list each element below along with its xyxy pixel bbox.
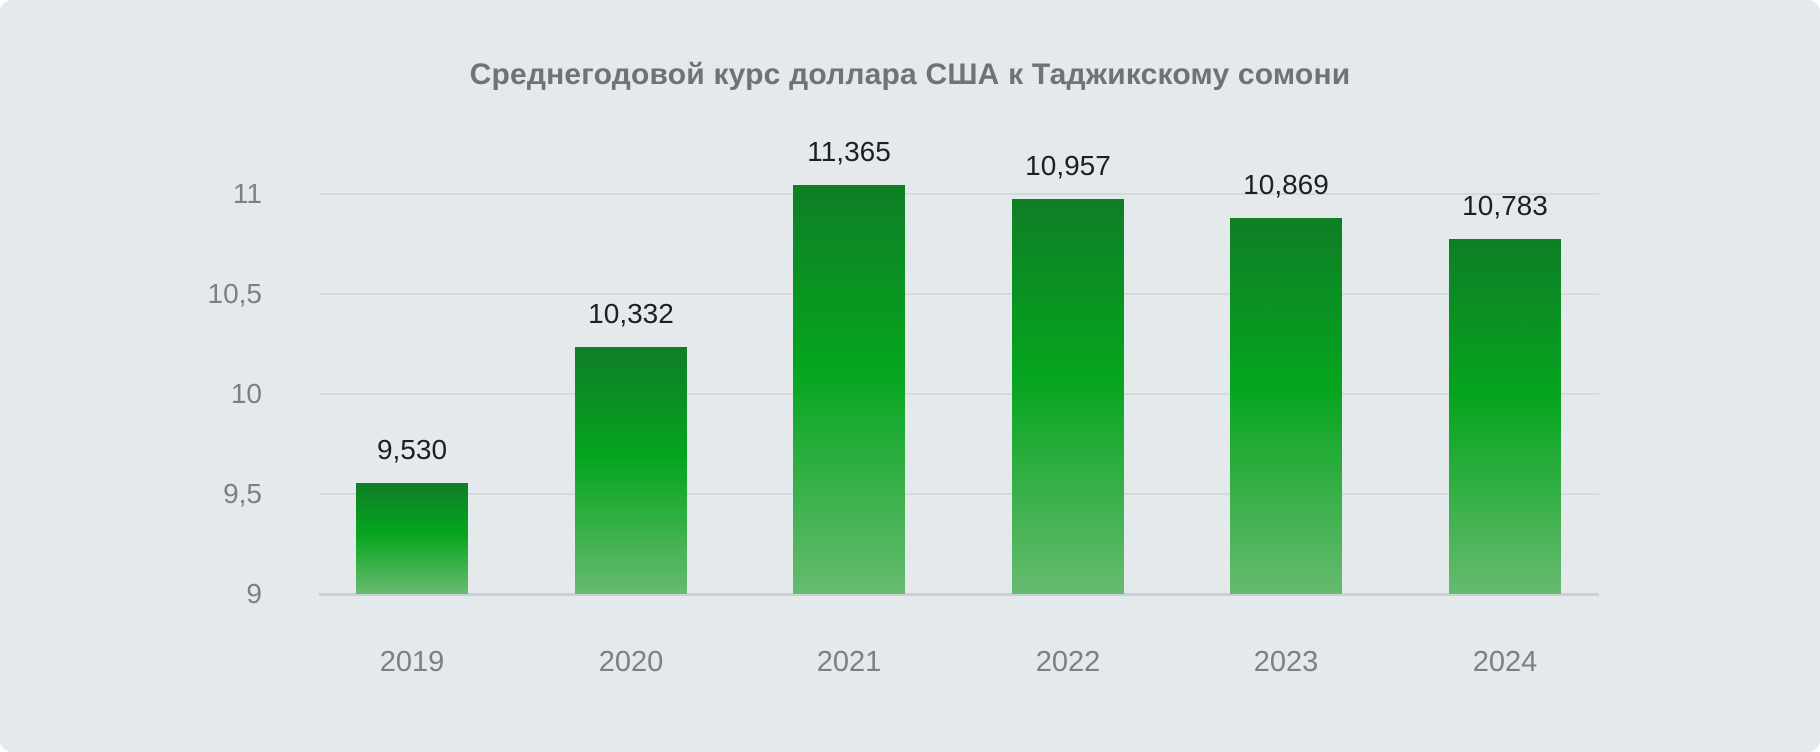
x-axis-label-2020: 2020 bbox=[598, 646, 664, 678]
bar-value-label-2022: 10,957 bbox=[1025, 150, 1111, 181]
x-axis-label-2022: 2022 bbox=[1035, 646, 1101, 678]
x-axis-label-2019: 2019 bbox=[379, 646, 445, 678]
y-axis-tick-label: 9,5 bbox=[223, 478, 262, 509]
x-axis-label-2024: 2024 bbox=[1472, 646, 1538, 678]
y-axis-tick-label: 10 bbox=[230, 378, 262, 409]
chart-title: Среднегодовой курс доллара США к Таджикс… bbox=[469, 58, 1351, 91]
x-axis-baseline bbox=[319, 593, 1599, 596]
x-axis-label-2023: 2023 bbox=[1253, 646, 1319, 678]
bar-2024 bbox=[1449, 239, 1561, 594]
bar-2019 bbox=[356, 483, 468, 594]
y-axis-tick-label: 10,5 bbox=[207, 278, 263, 309]
bar-2021 bbox=[793, 185, 905, 594]
bar-2020 bbox=[575, 347, 687, 594]
bar-2022 bbox=[1012, 199, 1124, 594]
bar-value-label-2024: 10,783 bbox=[1462, 190, 1548, 221]
bar-value-label-2020: 10,332 bbox=[588, 298, 674, 329]
gridline bbox=[319, 193, 1599, 195]
bar-value-label-2021: 11,365 bbox=[807, 136, 891, 167]
bar-value-label-2023: 10,869 bbox=[1243, 169, 1329, 200]
gridline bbox=[319, 393, 1599, 395]
x-axis-label-2021: 2021 bbox=[816, 646, 882, 678]
y-axis-tick-label: 11 bbox=[232, 178, 262, 209]
bar-2023 bbox=[1230, 218, 1342, 594]
bar-value-label-2019: 9,530 bbox=[376, 434, 448, 465]
gridline bbox=[319, 493, 1599, 495]
gridline bbox=[319, 293, 1599, 295]
y-axis-tick-label: 9 bbox=[246, 578, 262, 609]
